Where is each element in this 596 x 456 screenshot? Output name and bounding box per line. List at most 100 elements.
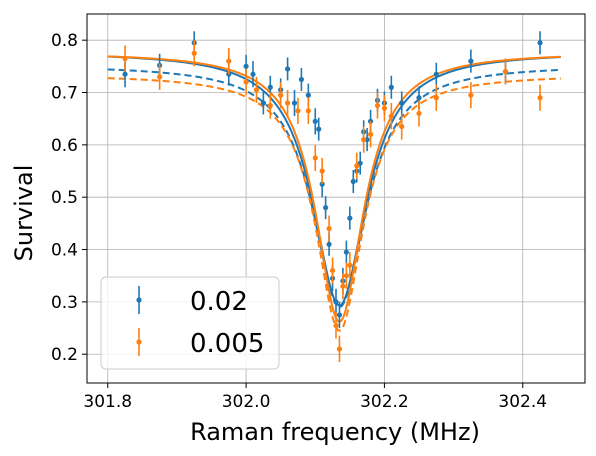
marker-s0-11 — [298, 76, 305, 83]
marker-s0-19 — [333, 299, 339, 305]
point-s0-35 — [433, 62, 439, 86]
point-s1-25 — [388, 102, 394, 130]
marker-s1-24 — [381, 105, 388, 111]
point-s1-30 — [502, 58, 509, 85]
marker-s1-12 — [319, 168, 325, 174]
point-s0-24 — [350, 169, 356, 194]
y-tick-label-2: 0.4 — [51, 241, 78, 261]
point-s1-4 — [243, 68, 249, 96]
axes-border — [86, 13, 586, 384]
point-s1-14 — [329, 257, 336, 284]
marker-s0-22 — [343, 249, 349, 255]
point-s1-1 — [157, 63, 163, 90]
marker-s0-17 — [326, 241, 332, 247]
marker-s1-9 — [295, 108, 301, 114]
marker-s1-10 — [305, 108, 311, 114]
point-s1-29 — [468, 82, 474, 109]
x-axis-label: Raman frequency (MHz) — [190, 418, 480, 446]
point-s1-16 — [336, 335, 343, 363]
point-s1-6 — [267, 92, 273, 119]
marker-s1-22 — [367, 131, 374, 137]
marker-s1-6 — [267, 102, 273, 109]
marker-s1-20 — [354, 163, 360, 169]
point-s1-8 — [284, 89, 291, 117]
point-s1-11 — [312, 144, 318, 172]
marker-s0-36 — [468, 58, 474, 64]
point-s0-20 — [336, 301, 343, 329]
marker-s0-6 — [260, 100, 266, 106]
legend-box — [100, 276, 280, 370]
point-s1-20 — [354, 152, 360, 179]
marker-s1-15 — [333, 322, 339, 329]
point-s1-12 — [319, 157, 325, 185]
plot-frame — [86, 13, 586, 384]
marker-s0-38 — [537, 40, 543, 46]
marker-s0-33 — [399, 100, 405, 106]
point-s0-23 — [347, 206, 353, 230]
point-s1-10 — [305, 97, 311, 124]
x-axis-ticks: 301.8 302.0 302.2 302.4 — [83, 383, 547, 412]
marker-s1-26 — [399, 123, 405, 130]
marker-s0-24 — [350, 178, 356, 185]
point-s1-28 — [433, 84, 439, 111]
y-tick-label-0: 0.2 — [51, 345, 78, 365]
point-s1-2 — [191, 40, 197, 67]
marker-s1-7 — [278, 92, 284, 98]
marker-s1-4 — [243, 79, 249, 85]
marker-s0-35 — [433, 71, 439, 77]
point-s1-17 — [340, 273, 346, 300]
marker-s0-4 — [243, 63, 249, 69]
data-points — [122, 31, 543, 363]
point-s1-3 — [226, 48, 232, 75]
legend-entry-0 — [136, 286, 142, 314]
legend-entry-1 — [136, 328, 142, 356]
y-tick-label-4: 0.6 — [51, 136, 78, 156]
point-s1-22 — [367, 121, 374, 148]
legend-label-0: 0.02 — [190, 287, 248, 317]
marker-s0-16 — [323, 205, 329, 211]
point-s0-36 — [468, 49, 474, 73]
x-tick-label-0: 301.8 — [83, 392, 132, 412]
point-s0-9 — [284, 57, 291, 81]
point-s0-38 — [537, 31, 543, 55]
point-s1-31 — [537, 84, 543, 111]
marker-s1-2 — [191, 50, 197, 56]
marker-s1-11 — [312, 155, 318, 161]
fit-solid-1 — [107, 55, 561, 323]
marker-s0-20 — [336, 312, 343, 318]
point-s0-10 — [291, 89, 298, 117]
marker-s0-0 — [122, 71, 128, 77]
marker-s1-5 — [253, 87, 260, 93]
y-tick-label-3: 0.5 — [51, 188, 78, 208]
marker-s0-13 — [312, 118, 318, 124]
marker-s0-5 — [250, 71, 256, 77]
point-s0-11 — [298, 67, 305, 91]
marker-s1-1 — [157, 74, 163, 80]
point-s0-13 — [312, 108, 318, 135]
point-s0-16 — [323, 196, 329, 220]
x-tick-label-2: 302.2 — [360, 392, 409, 412]
point-s0-14 — [316, 117, 322, 141]
marker-s0-10 — [291, 100, 298, 106]
marker-s1-14 — [329, 267, 336, 274]
marker-s1-16 — [336, 346, 343, 352]
marker-s1-0 — [122, 55, 128, 62]
marker-s1-28 — [433, 95, 439, 101]
fit-dashed-1 — [107, 77, 561, 332]
point-s0-32 — [388, 75, 394, 99]
marker-s0-32 — [388, 84, 394, 90]
marker-s1-21 — [361, 137, 367, 143]
point-s1-15 — [333, 312, 339, 339]
y-axis-ticks: 0.2 0.3 0.4 0.5 0.6 0.7 0.8 — [51, 31, 87, 365]
marker-s1-18 — [343, 273, 349, 279]
y-tick-label-1: 0.3 — [51, 293, 78, 313]
marker-s1-8 — [284, 100, 291, 106]
legend-label-1: 0.005 — [190, 329, 264, 359]
point-s1-24 — [381, 95, 388, 122]
legend-marker-1 — [136, 339, 142, 345]
marker-s0-14 — [316, 126, 322, 132]
marker-s1-13 — [326, 225, 332, 232]
point-s1-0 — [122, 45, 128, 72]
x-tick-label-1: 302.0 — [222, 392, 271, 412]
point-s1-26 — [399, 113, 405, 140]
